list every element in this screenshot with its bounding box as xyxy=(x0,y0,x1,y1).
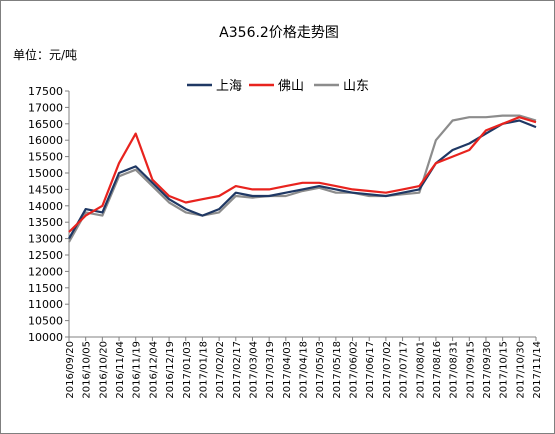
y-tick-label: 15000 xyxy=(28,167,63,180)
y-tick-label: 16000 xyxy=(28,134,63,147)
series-line-1 xyxy=(68,116,537,233)
x-tick-label: 2017/01/03 xyxy=(182,341,193,399)
axes xyxy=(68,91,536,338)
x-tick-label: 2017/07/02 xyxy=(382,341,393,399)
x-tick-label: 2017/07/17 xyxy=(399,341,410,399)
chart-title: A356.2价格走势图 xyxy=(219,25,339,41)
x-tick-label: 2017/02/02 xyxy=(215,341,226,399)
series-line-0 xyxy=(68,119,537,240)
x-tick-label: 2017/05/03 xyxy=(315,341,326,399)
y-tick-label: 15500 xyxy=(28,151,63,164)
series-line-2 xyxy=(68,114,537,243)
x-tick-label: 2017/11/14 xyxy=(532,341,543,399)
y-tick-label: 16500 xyxy=(28,118,63,131)
x-tick-label: 2017/01/18 xyxy=(198,341,209,399)
legend-label: 上海 xyxy=(216,79,242,94)
x-tick-label: 2017/02/17 xyxy=(232,341,243,399)
legend: 上海 佛山 山东 xyxy=(187,79,369,94)
legend-label: 山东 xyxy=(343,79,369,94)
x-tick-label: 2016/12/19 xyxy=(165,341,176,399)
y-tick-label: 17000 xyxy=(28,101,63,114)
y-tick-label: 17500 xyxy=(28,85,63,98)
x-axis-ticks: 2016/09/20 2016/10/05 2016/10/20 2016/11/04… xyxy=(65,337,543,399)
y-tick-label: 11500 xyxy=(28,282,63,295)
y-tick-label: 12500 xyxy=(28,249,63,262)
x-tick-label: 2016/11/19 xyxy=(132,341,143,399)
x-tick-label: 2016/12/04 xyxy=(148,341,159,399)
x-tick-label: 2017/09/15 xyxy=(465,341,476,399)
y-tick-label: 11000 xyxy=(28,298,63,311)
y-tick-label: 10000 xyxy=(28,331,63,344)
x-tick-label: 2017/09/30 xyxy=(482,341,493,399)
x-tick-label: 2017/06/02 xyxy=(349,341,360,399)
x-tick-label: 2017/06/17 xyxy=(365,341,376,399)
legend-label: 佛山 xyxy=(278,79,304,94)
x-tick-label: 2016/11/04 xyxy=(115,341,126,399)
y-tick-label: 14500 xyxy=(28,183,63,196)
x-tick-label: 2016/09/20 xyxy=(65,341,76,399)
x-tick-label: 2016/10/05 xyxy=(82,341,93,399)
x-tick-label: 2017/08/31 xyxy=(449,341,460,399)
x-tick-label: 2017/05/18 xyxy=(332,341,343,399)
y-tick-label: 14000 xyxy=(28,200,63,213)
x-tick-label: 2017/03/04 xyxy=(248,341,259,399)
y-tick-label: 13000 xyxy=(28,233,63,246)
unit-label: 单位：元/吨 xyxy=(13,47,77,62)
x-tick-label: 2017/10/15 xyxy=(499,341,510,399)
y-axis-ticks: 10000 10500 11000 11500 12000 12500 13000 13500… xyxy=(28,85,69,344)
x-tick-label: 2017/08/01 xyxy=(415,341,426,399)
x-tick-label: 2017/08/16 xyxy=(432,341,443,399)
x-tick-label: 2017/03/19 xyxy=(265,341,276,399)
x-tick-label: 2016/10/20 xyxy=(98,341,109,399)
x-tick-label: 2017/10/30 xyxy=(515,341,526,399)
x-tick-label: 2017/04/18 xyxy=(299,341,310,399)
y-tick-label: 10500 xyxy=(28,315,63,328)
y-tick-label: 13500 xyxy=(28,216,63,229)
plot-area xyxy=(68,114,537,243)
y-tick-label: 12000 xyxy=(28,265,63,278)
x-tick-label: 2017/04/03 xyxy=(282,341,293,399)
